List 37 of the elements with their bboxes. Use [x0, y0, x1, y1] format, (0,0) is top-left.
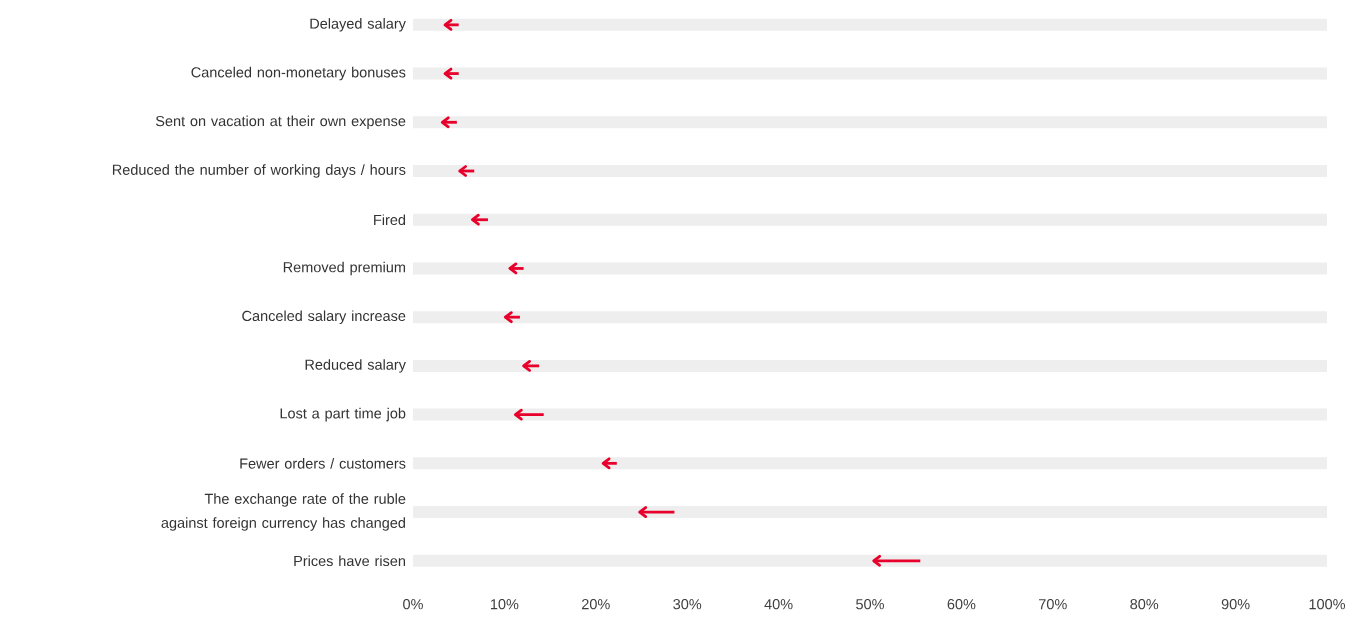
y-tick-label: Canceled non-monetary bonuses: [191, 66, 406, 81]
y-tick-label: Delayed salary: [310, 18, 406, 32]
bar: [413, 359, 1328, 372]
bar: [515, 413, 544, 417]
y-tick-label: Fewer orders / customers: [240, 458, 406, 469]
x-tick-label: 50%: [856, 599, 884, 610]
x-tick-label: 20%: [582, 599, 610, 610]
y-tick-label: Fired: [374, 214, 406, 226]
y-tick-label: Sent on vacation at their own expense: [155, 115, 406, 130]
bar: [413, 457, 1328, 470]
y-tick-label: Removed premium: [283, 261, 405, 276]
bar: [413, 67, 1328, 80]
y-tick-label: Reduced the number of working days / hours: [112, 164, 406, 178]
x-tick-label: 100%: [1309, 599, 1346, 610]
x-tick-label: 10%: [491, 599, 519, 610]
x-tick-label: 0%: [403, 599, 423, 610]
bar: [413, 506, 1328, 519]
bar: [413, 311, 1328, 324]
x-tick-label: 40%: [764, 599, 793, 610]
bar: [413, 18, 1328, 31]
y-tick-label: The exchange rate of the ruble against foreign currency has changed: [161, 493, 406, 531]
y-tick-label: Prices have risen: [294, 555, 405, 567]
y-tick-label: Reduced salary: [305, 359, 406, 373]
x-tick-label: 30%: [673, 599, 702, 610]
x-tick-label: 90%: [1221, 599, 1250, 610]
bar: [413, 408, 1328, 421]
bar: [413, 554, 1328, 567]
x-tick-label: 80%: [1130, 599, 1159, 610]
bar: [413, 165, 1328, 178]
y-tick-label: Canceled salary increase: [242, 310, 406, 324]
x-tick-label: 60%: [947, 599, 976, 610]
bar: [413, 213, 1328, 226]
x-tick-label: 70%: [1039, 599, 1067, 610]
bar: [873, 559, 921, 563]
y-tick-label: Lost a part time job: [280, 407, 406, 422]
bar: [413, 116, 1328, 129]
bar: [413, 262, 1328, 275]
